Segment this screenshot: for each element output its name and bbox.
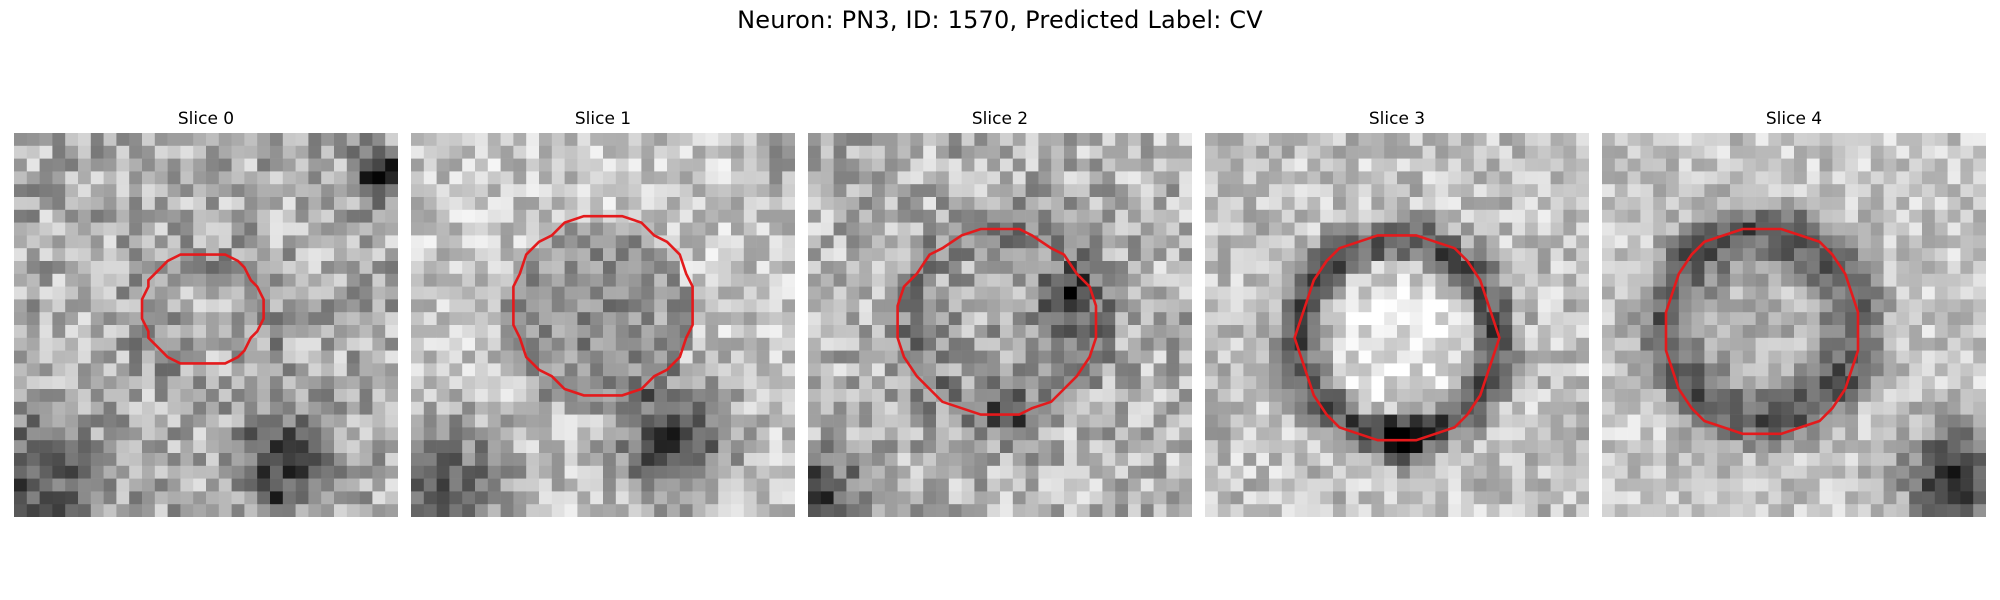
slice-title-0: Slice 0 [14, 108, 398, 130]
pixel-grid [1205, 133, 1589, 517]
slice-image-4 [1602, 133, 1986, 517]
figure-title: Neuron: PN3, ID: 1570, Predicted Label: … [0, 6, 2000, 34]
slice-title-1: Slice 1 [411, 108, 795, 130]
slice-panel-0: Slice 0 [14, 108, 398, 517]
slice-panel-1: Slice 1 [411, 108, 795, 517]
slice-image-1 [411, 133, 795, 517]
slice-panel-4: Slice 4 [1602, 108, 1986, 517]
slice-title-4: Slice 4 [1602, 108, 1986, 130]
pixel-grid [411, 133, 795, 517]
slice-image-3 [1205, 133, 1589, 517]
pixel-grid [808, 133, 1192, 517]
slice-title-2: Slice 2 [808, 108, 1192, 130]
pixel-grid [14, 133, 398, 517]
slice-panel-3: Slice 3 [1205, 108, 1589, 517]
pixel-grid [1602, 133, 1986, 517]
slice-title-3: Slice 3 [1205, 108, 1589, 130]
slice-image-0 [14, 133, 398, 517]
slice-image-2 [808, 133, 1192, 517]
slice-panel-2: Slice 2 [808, 108, 1192, 517]
